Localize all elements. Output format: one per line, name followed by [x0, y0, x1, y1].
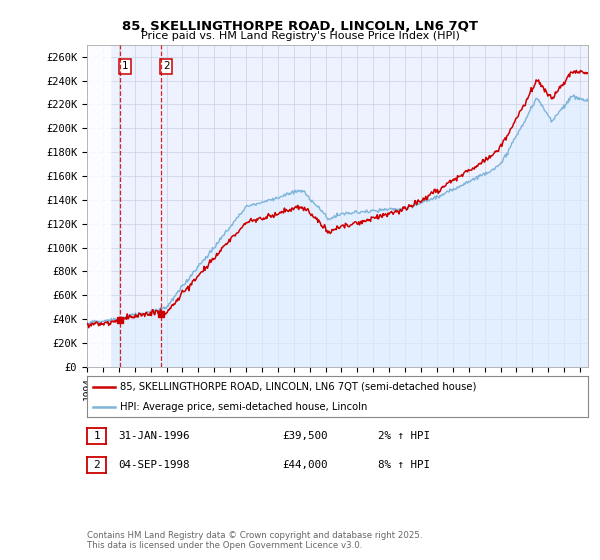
- Text: 1: 1: [93, 431, 100, 441]
- Text: HPI: Average price, semi-detached house, Lincoln: HPI: Average price, semi-detached house,…: [119, 402, 367, 412]
- Text: £39,500: £39,500: [282, 431, 328, 441]
- Text: Contains HM Land Registry data © Crown copyright and database right 2025.
This d: Contains HM Land Registry data © Crown c…: [87, 530, 422, 550]
- Text: 04-SEP-1998: 04-SEP-1998: [118, 460, 190, 470]
- Text: 8% ↑ HPI: 8% ↑ HPI: [378, 460, 430, 470]
- Text: Price paid vs. HM Land Registry's House Price Index (HPI): Price paid vs. HM Land Registry's House …: [140, 31, 460, 41]
- Text: £44,000: £44,000: [282, 460, 328, 470]
- Text: 1: 1: [122, 61, 128, 71]
- Text: 85, SKELLINGTHORPE ROAD, LINCOLN, LN6 7QT: 85, SKELLINGTHORPE ROAD, LINCOLN, LN6 7Q…: [122, 20, 478, 32]
- Text: 31-JAN-1996: 31-JAN-1996: [118, 431, 190, 441]
- Bar: [87, 45, 111, 367]
- Text: 2: 2: [93, 460, 100, 470]
- Text: 2: 2: [163, 61, 169, 71]
- Text: 2% ↑ HPI: 2% ↑ HPI: [378, 431, 430, 441]
- Text: 85, SKELLINGTHORPE ROAD, LINCOLN, LN6 7QT (semi-detached house): 85, SKELLINGTHORPE ROAD, LINCOLN, LN6 7Q…: [119, 381, 476, 391]
